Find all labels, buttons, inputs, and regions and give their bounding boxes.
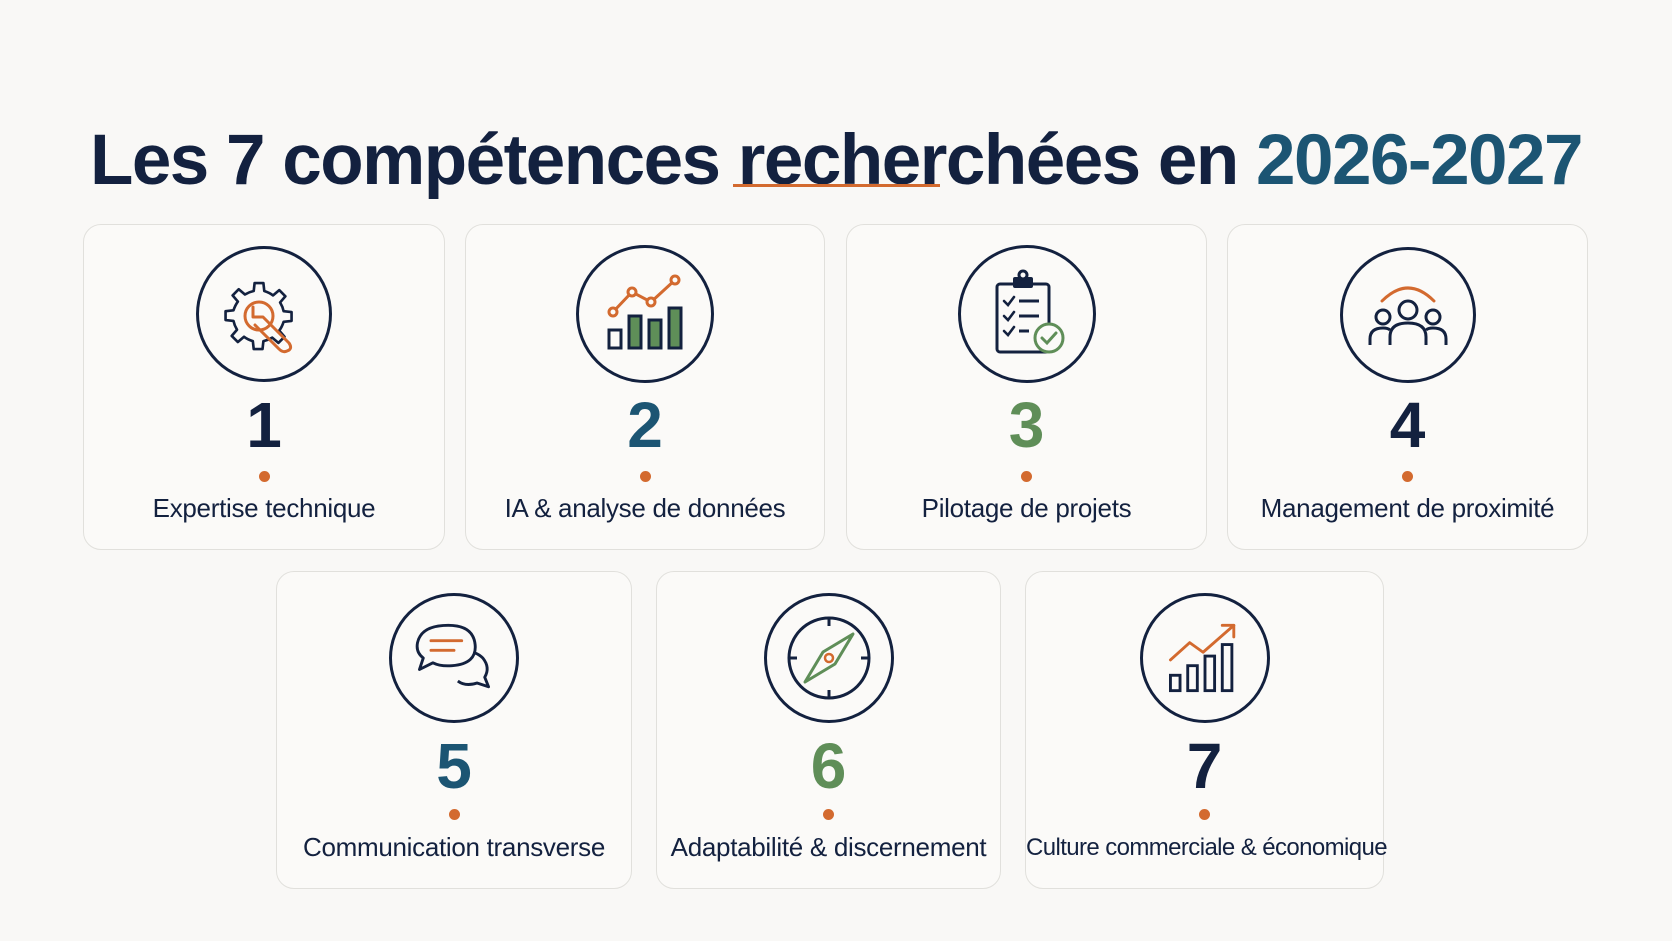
skill-label: Communication transverse (302, 832, 606, 862)
skill-card-3: 3 Pilotage de projets (846, 224, 1207, 550)
bullet-dot (448, 809, 460, 820)
clipboard-check-icon (957, 245, 1096, 383)
skill-label: Pilotage de projets (921, 493, 1132, 523)
skill-card-4: 4 Management de proximité (1227, 224, 1588, 550)
analytics-chart-icon (576, 245, 714, 383)
skill-label: Culture commerciale & économique (1026, 834, 1388, 861)
team-icon (1339, 247, 1476, 383)
skill-card-6: 6 Adaptabilité & discernement (656, 571, 1001, 889)
skill-label: Expertise technique (152, 493, 376, 523)
title-year: 2026-2027 (1255, 120, 1584, 200)
bullet-dot (1402, 471, 1413, 482)
skill-number: 2 (627, 389, 663, 461)
skill-number: 5 (436, 730, 472, 802)
skill-number: 1 (246, 389, 282, 461)
skill-number: 4 (1389, 389, 1426, 461)
bullet-dot (1199, 809, 1210, 820)
compass-icon (763, 593, 894, 723)
skill-label: Management de proximité (1260, 493, 1555, 523)
bullet-dot (823, 809, 834, 820)
bullet-dot (258, 471, 270, 482)
skill-card-5: 5 Communication transverse (276, 571, 632, 889)
bullet-dot (639, 471, 651, 482)
skill-card-7: 7 Culture commerciale & économique (1025, 571, 1388, 889)
page-title: Les 7 compétences recherchées en 2026-20… (0, 120, 1672, 201)
skill-number: 7 (1186, 730, 1223, 802)
skill-card-2: 2 IA & analyse de données (465, 224, 825, 550)
bullet-dot (1021, 471, 1032, 482)
title-main: Les 7 compétences recherchées en (89, 120, 1256, 200)
skill-number: 3 (1008, 389, 1045, 461)
chat-bubbles-icon (389, 593, 519, 723)
gear-wrench-icon (196, 246, 332, 382)
growth-chart-icon (1139, 593, 1270, 723)
skill-label: Adaptabilité & discernement (670, 832, 987, 862)
title-underline (733, 184, 940, 187)
skill-label: IA & analyse de données (504, 493, 786, 523)
skill-card-1: 1 Expertise technique (83, 224, 445, 550)
skill-number: 6 (810, 730, 847, 802)
